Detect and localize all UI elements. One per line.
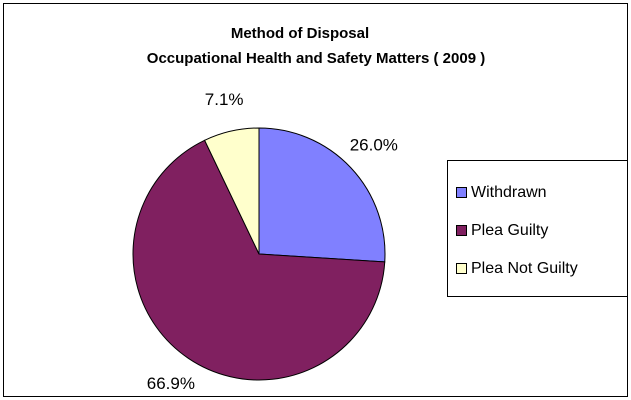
data-label: 7.1%	[205, 90, 244, 109]
legend-label: Plea Not Guilty	[471, 260, 578, 277]
legend-label: Withdrawn	[471, 184, 547, 201]
data-label: 66.9%	[147, 374, 195, 393]
legend-swatch	[456, 187, 467, 198]
pie-slice	[258, 127, 386, 263]
legend-swatch	[456, 225, 467, 236]
chart-subtitle: Occupational Health and Safety Matters (…	[147, 50, 485, 67]
legend-label: Plea Guilty	[471, 222, 548, 239]
pie-slice	[132, 139, 386, 381]
chart-title: Method of Disposal	[231, 25, 369, 42]
pie-slice	[203, 127, 260, 255]
legend-swatch	[456, 263, 467, 274]
data-label: 26.0%	[350, 136, 398, 155]
legend-box	[447, 160, 628, 297]
